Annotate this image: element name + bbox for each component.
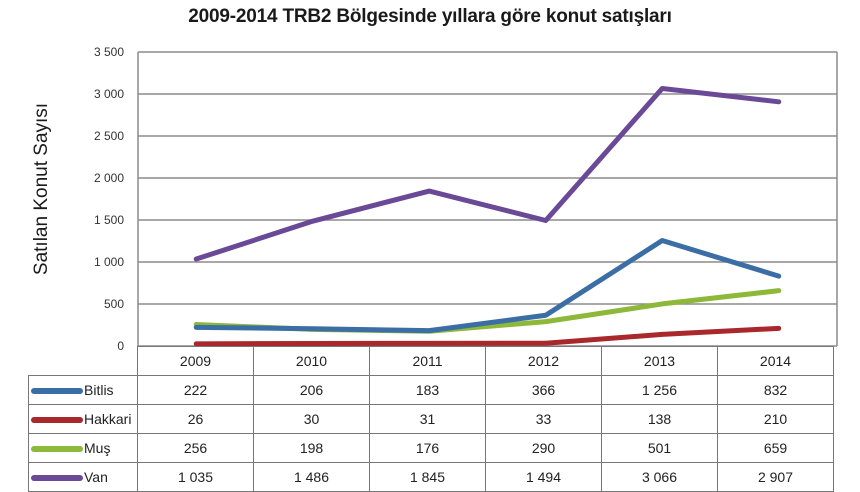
legend-label: Bitlis bbox=[84, 382, 114, 398]
chart-title: 2009-2014 TRB2 Bölgesinde yıllara göre k… bbox=[188, 6, 672, 27]
legend-swatch-icon bbox=[31, 446, 83, 453]
series-line-hakkari bbox=[193, 325, 782, 347]
year-header: 2012 bbox=[485, 346, 602, 376]
table-cell: 3 066 bbox=[601, 462, 718, 492]
legend-label: Hakkari bbox=[84, 411, 132, 427]
legend-entry: Muş bbox=[28, 433, 138, 463]
table-cell: 138 bbox=[601, 404, 718, 434]
plot-area: 0 500 1 000 1 500 2 000 2 500 3 000 3 500 bbox=[94, 45, 838, 353]
table-cell: 30 bbox=[253, 404, 370, 434]
table-cell: 1 494 bbox=[485, 462, 602, 492]
y-tick-label: 3 000 bbox=[94, 87, 124, 101]
table-row: Hakkari 26 30 31 33 138 210 bbox=[28, 404, 834, 434]
y-tick-label: 1 500 bbox=[94, 213, 124, 227]
table-cell: 1 256 bbox=[601, 375, 718, 405]
table-cell: 366 bbox=[485, 375, 602, 405]
series-lines bbox=[193, 85, 782, 347]
legend-swatch-icon bbox=[31, 388, 83, 395]
year-header: 2013 bbox=[601, 346, 718, 376]
y-tick-label: 0 bbox=[117, 339, 124, 353]
table-cell: 2 907 bbox=[717, 462, 834, 492]
data-table: 2009 2010 2011 2012 2013 2014 Bitlis 222 206 183 3… bbox=[28, 346, 834, 492]
series-line-van bbox=[193, 85, 782, 262]
legend-entry: Bitlis bbox=[28, 375, 138, 405]
y-tick-label: 1 000 bbox=[94, 255, 124, 269]
table-cell: 33 bbox=[485, 404, 602, 434]
table-header-row: 2009 2010 2011 2012 2013 2014 bbox=[28, 346, 834, 376]
legend-swatch-icon bbox=[31, 475, 83, 482]
table-cell: 198 bbox=[253, 433, 370, 463]
y-axis-ticks: 0 500 1 000 1 500 2 000 2 500 3 000 3 500 bbox=[94, 45, 124, 353]
chart-frame: 2009-2014 TRB2 Bölgesinde yıllara göre k… bbox=[28, 6, 838, 492]
table-cell: 1 035 bbox=[137, 462, 254, 492]
table-row: Van 1 035 1 486 1 845 1 494 3 066 2 907 bbox=[28, 462, 834, 492]
y-tick-label: 3 500 bbox=[94, 45, 124, 59]
table-row: Bitlis 222 206 183 366 1 256 832 bbox=[28, 375, 834, 405]
table-cell: 210 bbox=[717, 404, 834, 434]
table-cell: 290 bbox=[485, 433, 602, 463]
legend-entry: Van bbox=[28, 462, 138, 492]
table-cell: 176 bbox=[369, 433, 486, 463]
year-header: 2014 bbox=[717, 346, 834, 376]
table-cell: 26 bbox=[137, 404, 254, 434]
year-header: 2009 bbox=[137, 346, 254, 376]
legend-swatch-icon bbox=[31, 417, 83, 424]
series-line-bitlis bbox=[193, 237, 782, 334]
table-corner bbox=[28, 346, 138, 376]
legend-label: Muş bbox=[84, 440, 111, 456]
table-cell: 256 bbox=[137, 433, 254, 463]
y-tick-label: 500 bbox=[104, 297, 124, 311]
table-row: Muş 256 198 176 290 501 659 bbox=[28, 433, 834, 463]
year-header: 2011 bbox=[369, 346, 486, 376]
table-cell: 659 bbox=[717, 433, 834, 463]
y-tick-label: 2 500 bbox=[94, 129, 124, 143]
table-cell: 501 bbox=[601, 433, 718, 463]
legend-entry: Hakkari bbox=[28, 404, 138, 434]
table-cell: 222 bbox=[137, 375, 254, 405]
table-cell: 832 bbox=[717, 375, 834, 405]
year-header: 2010 bbox=[253, 346, 370, 376]
table-cell: 183 bbox=[369, 375, 486, 405]
y-tick-label: 2 000 bbox=[94, 171, 124, 185]
table-cell: 206 bbox=[253, 375, 370, 405]
table-cell: 1 845 bbox=[369, 462, 486, 492]
legend-label: Van bbox=[84, 469, 108, 485]
table-cell: 31 bbox=[369, 404, 486, 434]
table-cell: 1 486 bbox=[253, 462, 370, 492]
